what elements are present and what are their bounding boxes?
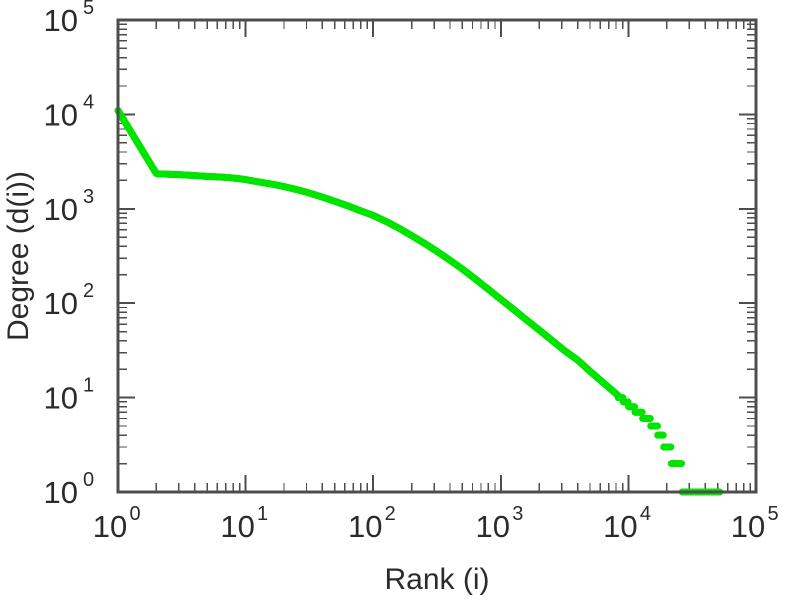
y-tick-base: 10 — [44, 475, 78, 510]
plot-frame — [116, 18, 758, 494]
x-axis-title: Rank (i) — [384, 563, 489, 596]
x-tick-base: 10 — [348, 509, 382, 544]
x-tick-label: 10 2 — [348, 503, 396, 544]
y-tick-exponent: 4 — [83, 91, 94, 113]
x-tick-base: 10 — [731, 509, 765, 544]
x-tick-base: 10 — [220, 509, 254, 544]
x-tick-exponent: 1 — [257, 503, 268, 525]
x-axis-tick-labels: 10 0 10 1 10 2 10 3 10 4 10 5 — [93, 503, 779, 544]
x-tick-label: 10 4 — [603, 503, 651, 544]
x-tick-exponent: 2 — [385, 503, 396, 525]
y-tick-exponent: 1 — [83, 375, 94, 397]
y-tick-label: 10 4 — [44, 91, 95, 132]
data-point-markers — [114, 106, 724, 496]
y-tick-base: 10 — [44, 381, 78, 416]
y-tick-label: 10 2 — [44, 280, 95, 321]
y-tick-base: 10 — [44, 3, 78, 38]
y-tick-label: 10 5 — [44, 0, 95, 38]
y-tick-exponent: 0 — [83, 469, 94, 491]
x-tick-exponent: 4 — [640, 503, 651, 525]
y-tick-label: 10 0 — [44, 469, 95, 510]
y-tick-base: 10 — [44, 286, 78, 321]
x-tick-label: 10 3 — [476, 503, 524, 544]
y-tick-label: 10 1 — [44, 375, 95, 416]
y-tick-exponent: 3 — [83, 186, 94, 208]
x-tick-base: 10 — [476, 509, 510, 544]
y-tick-exponent: 2 — [83, 280, 94, 302]
x-tick-label: 10 5 — [731, 503, 779, 544]
x-tick-base: 10 — [603, 509, 637, 544]
x-tick-label: 10 0 — [93, 503, 141, 544]
y-axis-title: Degree (d(i)) — [2, 171, 35, 341]
x-tick-label: 10 1 — [220, 503, 268, 544]
y-tick-base: 10 — [44, 192, 78, 227]
axis-ticks — [117, 19, 757, 493]
x-tick-base: 10 — [93, 509, 127, 544]
x-tick-exponent: 0 — [129, 503, 140, 525]
y-tick-base: 10 — [44, 97, 78, 132]
x-tick-exponent: 3 — [512, 503, 523, 525]
x-tick-exponent: 5 — [767, 503, 778, 525]
y-tick-exponent: 5 — [83, 0, 94, 19]
y-tick-label: 10 3 — [44, 186, 95, 227]
